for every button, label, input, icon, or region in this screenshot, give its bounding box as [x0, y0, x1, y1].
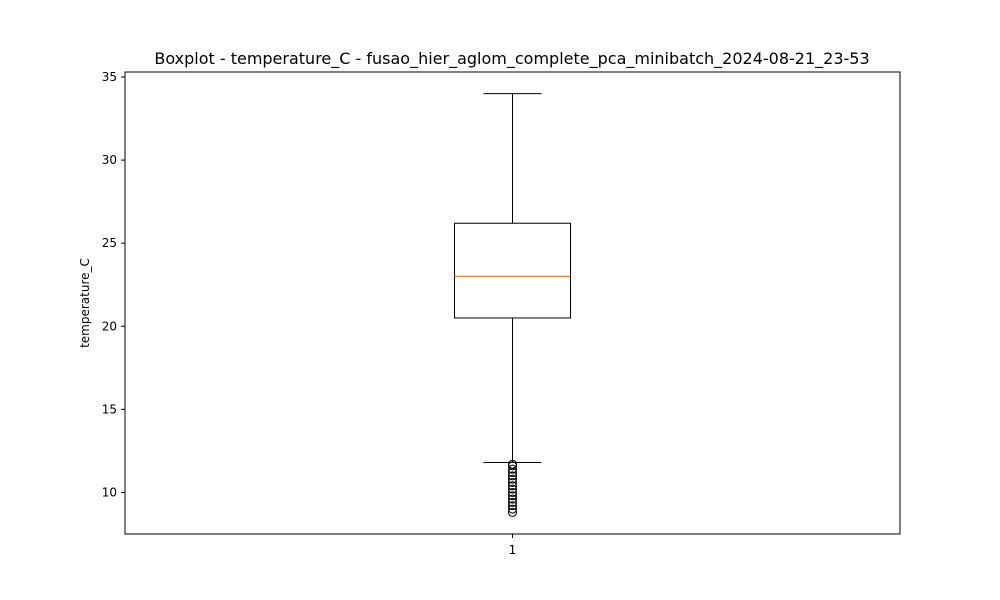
x-tick-label: 1 [509, 543, 517, 557]
outlier-point [508, 471, 517, 481]
outlier-point [508, 459, 517, 469]
outlier-point [508, 501, 517, 511]
outlier-point [508, 481, 517, 491]
outlier-point [508, 464, 517, 474]
y-tick-label: 35 [102, 70, 117, 84]
outlier-point [508, 507, 517, 517]
iqr-box [454, 222, 571, 319]
outlier-point [508, 474, 517, 484]
y-tick-label: 15 [102, 402, 117, 416]
outlier-point [508, 487, 517, 497]
y-tick-label: 25 [102, 236, 117, 250]
outlier-point [508, 484, 517, 494]
outlier-point [508, 494, 517, 504]
outlier-point [508, 504, 517, 514]
y-axis: 10 15 20 25 30 35 [102, 70, 125, 499]
y-tick-label: 20 [102, 319, 117, 333]
chart-title: Boxplot - temperature_C - fusao_hier_agl… [154, 49, 869, 69]
y-tick-label: 10 [102, 485, 117, 499]
outlier-point [508, 491, 517, 501]
x-axis: 1 [509, 534, 517, 557]
y-axis-label: temperature_C [78, 258, 92, 348]
outlier-point [508, 497, 517, 507]
outlier-point [508, 477, 517, 487]
box-group [454, 93, 571, 517]
y-tick-label: 30 [102, 153, 117, 167]
